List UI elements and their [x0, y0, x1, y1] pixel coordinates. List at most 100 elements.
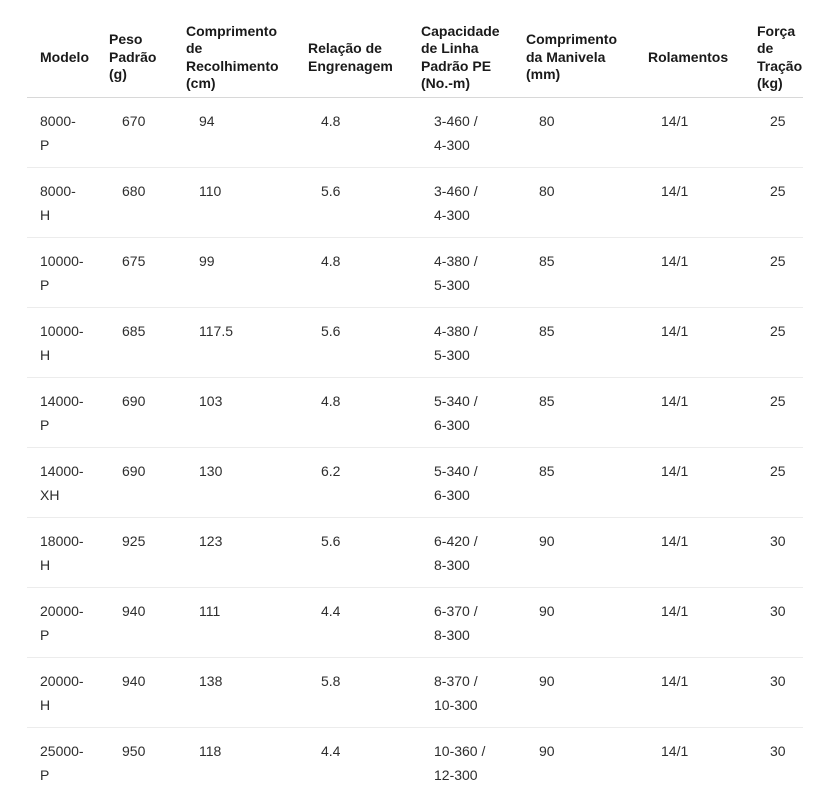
cell-forca-tracao: 25: [744, 167, 803, 238]
cell-capacidade-linha: 10-360 / 12-300: [434, 743, 486, 783]
cell-capacidade-linha: 5-340 / 6-300: [408, 377, 513, 448]
cell-rolamentos: 14/1: [635, 587, 744, 658]
table-row: 20000- H 940 138 5.8 8-370 / 10-300 90 1…: [27, 657, 803, 728]
cell-modelo: 14000- P: [27, 377, 96, 448]
spec-table: Modelo Peso Padrão (g) Comprimento de Re…: [27, 0, 803, 797]
cell-forca-tracao: 30: [744, 657, 803, 728]
cell-comprimento-recolhimento: 94: [173, 97, 295, 168]
cell-relacao-engrenagem: 5.6: [295, 167, 408, 238]
cell-peso-padrao: 685: [96, 307, 173, 378]
cell-comprimento-recolhimento: 99: [173, 237, 295, 308]
cell-comprimento-manivela: 85: [513, 237, 635, 308]
column-header-forca-tracao: Força de Tração (kg): [744, 0, 803, 98]
cell-rolamentos: 14/1: [635, 167, 744, 238]
cell-forca-tracao: 25: [744, 307, 803, 378]
cell-comprimento-manivela: 80: [513, 167, 635, 238]
column-header-relacao-engrenagem: Relação de Engrenagem: [295, 0, 408, 98]
table-row: 10000- P 675 99 4.8 4-380 / 5-300 85 14/…: [27, 237, 803, 308]
column-header-peso-padrao: Peso Padrão (g): [96, 0, 173, 98]
cell-relacao-engrenagem: 4.8: [295, 97, 408, 168]
cell-relacao-engrenagem: 4.8: [295, 377, 408, 448]
cell-peso-padrao: 925: [96, 517, 173, 588]
cell-rolamentos: 14/1: [635, 97, 744, 168]
cell-modelo: 10000- P: [27, 237, 96, 308]
cell-peso-padrao: 690: [96, 447, 173, 518]
cell-relacao-engrenagem: 5.8: [295, 657, 408, 728]
cell-relacao-engrenagem: 5.6: [295, 307, 408, 378]
cell-capacidade-linha: 3-460 / 4-300: [408, 97, 513, 168]
cell-comprimento-manivela: 85: [513, 377, 635, 448]
cell-comprimento-manivela: 90: [513, 517, 635, 588]
cell-forca-tracao: 25: [744, 447, 803, 518]
table-row: 14000- P 690 103 4.8 5-340 / 6-300 85 14…: [27, 377, 803, 448]
cell-relacao-engrenagem: 4.8: [295, 237, 408, 308]
cell-modelo: 18000- H: [27, 517, 96, 588]
cell-peso-padrao: 675: [96, 237, 173, 308]
column-header-rolamentos: Rolamentos: [635, 0, 744, 98]
cell-rolamentos: 14/1: [635, 517, 744, 588]
cell-comprimento-recolhimento: 130: [173, 447, 295, 518]
cell-capacidade-linha: 5-340 / 6-300: [408, 447, 513, 518]
header-row: Modelo Peso Padrão (g) Comprimento de Re…: [27, 0, 803, 98]
cell-comprimento-recolhimento: 123: [173, 517, 295, 588]
cell-comprimento-manivela: 90: [513, 657, 635, 728]
cell-capacidade-linha: 6-370 / 8-300: [408, 587, 513, 658]
cell-modelo: 20000- H: [27, 657, 96, 728]
cell-peso-padrao: 950: [122, 743, 146, 759]
cell-comprimento-recolhimento: 117.5: [173, 307, 295, 378]
cell-modelo: 14000- XH: [27, 447, 96, 518]
cell-modelo: 25000- P: [40, 743, 84, 783]
cell-comprimento-recolhimento: 103: [173, 377, 295, 448]
cell-rolamentos: 14/1: [635, 377, 744, 448]
cell-forca-tracao: 25: [744, 97, 803, 168]
table-row: 8000- H 680 110 5.6 3-460 / 4-300 80 14/…: [27, 167, 803, 238]
table-row: 8000- P 670 94 4.8 3-460 / 4-300 80 14/1…: [27, 97, 803, 168]
cell-comprimento-manivela: 85: [513, 447, 635, 518]
cell-modelo: 8000- H: [27, 167, 96, 238]
cell-forca-tracao: 30: [744, 517, 803, 588]
column-header-comprimento-manivela: Comprimento da Manivela (mm): [513, 0, 635, 98]
cell-comprimento-recolhimento: 111: [173, 587, 295, 658]
table-row: 10000- H 685 117.5 5.6 4-380 / 5-300 85 …: [27, 307, 803, 378]
cell-peso-padrao: 940: [96, 657, 173, 728]
cell-comprimento-recolhimento: 118: [199, 743, 222, 759]
cell-rolamentos: 14/1: [635, 307, 744, 378]
cell-rolamentos: 14/1: [661, 743, 689, 759]
cell-peso-padrao: 940: [96, 587, 173, 658]
table-row: 20000- P 940 111 4.4 6-370 / 8-300 90 14…: [27, 587, 803, 658]
cell-relacao-engrenagem: 4.4: [321, 743, 341, 759]
cell-capacidade-linha: 4-380 / 5-300: [408, 237, 513, 308]
table-row: 18000- H 925 123 5.6 6-420 / 8-300 90 14…: [27, 517, 803, 588]
cell-modelo: 10000- H: [27, 307, 96, 378]
cell-peso-padrao: 670: [96, 97, 173, 168]
cell-rolamentos: 14/1: [635, 237, 744, 308]
cell-forca-tracao: 25: [744, 237, 803, 308]
cell-comprimento-recolhimento: 138: [173, 657, 295, 728]
cell-relacao-engrenagem: 4.4: [295, 587, 408, 658]
cell-forca-tracao: 30: [744, 587, 803, 658]
column-header-capacidade-linha: Capacidade de Linha Padrão PE (No.-m): [408, 0, 513, 98]
table-row: 25000- P 950 118 4.4 10-360 / 12-300 90 …: [27, 728, 803, 797]
cell-comprimento-manivela: 85: [513, 307, 635, 378]
table-row: 14000- XH 690 130 6.2 5-340 / 6-300 85 1…: [27, 447, 803, 518]
cell-capacidade-linha: 4-380 / 5-300: [408, 307, 513, 378]
cell-comprimento-recolhimento: 110: [173, 167, 295, 238]
cell-peso-padrao: 680: [96, 167, 173, 238]
cell-capacidade-linha: 6-420 / 8-300: [408, 517, 513, 588]
cell-capacidade-linha: 8-370 / 10-300: [408, 657, 513, 728]
cell-comprimento-manivela: 80: [513, 97, 635, 168]
column-header-modelo: Modelo: [27, 0, 96, 98]
cell-rolamentos: 14/1: [635, 657, 744, 728]
cell-relacao-engrenagem: 5.6: [295, 517, 408, 588]
cell-comprimento-manivela: 90: [539, 743, 555, 759]
cell-peso-padrao: 690: [96, 377, 173, 448]
cell-modelo: 8000- P: [27, 97, 96, 168]
cell-modelo: 20000- P: [27, 587, 96, 658]
cell-forca-tracao: 25: [744, 377, 803, 448]
cell-forca-tracao: 30: [770, 743, 786, 759]
cell-comprimento-manivela: 90: [513, 587, 635, 658]
column-header-comprimento-recolhimento: Comprimento de Recolhimento (cm): [173, 0, 295, 98]
cell-rolamentos: 14/1: [635, 447, 744, 518]
table-body: 8000- P 670 94 4.8 3-460 / 4-300 80 14/1…: [27, 97, 803, 797]
